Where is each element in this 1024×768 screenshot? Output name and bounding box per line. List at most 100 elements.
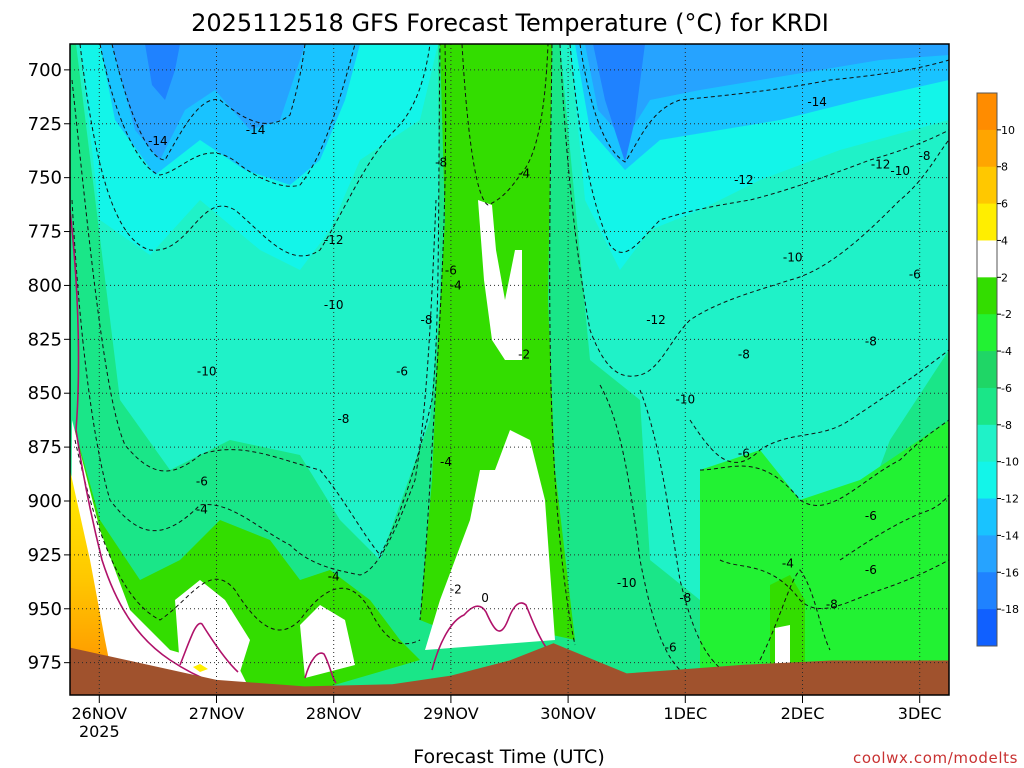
colorbar-swatch — [977, 572, 997, 610]
gridlines — [70, 44, 949, 695]
colorbar-swatch — [977, 277, 997, 315]
contour-label: -8 — [919, 149, 931, 163]
y-tick-label: 925 — [28, 545, 62, 566]
contour-label: -8 — [826, 597, 838, 611]
colorbar-label: 2 — [1001, 271, 1008, 284]
contour-label: -6 — [909, 268, 921, 282]
band-above-2-small — [193, 664, 208, 672]
x-tick-label: 30NOV — [540, 704, 596, 723]
colorbar-label: -2 — [1001, 308, 1012, 321]
contour-label: -4 — [450, 278, 462, 292]
terrain-surface — [70, 643, 949, 695]
contour-label: -4 — [328, 569, 340, 583]
x-tick-label: 29NOV — [423, 704, 479, 723]
colorbar-label: 6 — [1001, 198, 1008, 211]
colorbar-label: -16 — [1001, 566, 1019, 579]
colorbar-swatch — [977, 203, 997, 241]
colorbar-swatch — [977, 498, 997, 536]
contour-label: -10 — [783, 250, 803, 264]
contour-label: -10 — [617, 576, 637, 590]
contour-label: -6 — [665, 641, 677, 655]
band-minus-6-east — [700, 420, 949, 670]
y-tick-label: 825 — [28, 329, 62, 350]
zero-degree-lines — [70, 209, 549, 691]
chart-title: 2025112518 GFS Forecast Temperature (°C)… — [191, 9, 829, 37]
contour-label: -14 — [807, 95, 827, 109]
contour-label: -2 — [518, 347, 530, 361]
contour-label: -2 — [450, 582, 462, 596]
colorbar-swatch — [977, 314, 997, 352]
contour-label: -8 — [679, 591, 691, 605]
colorbar-label: -14 — [1001, 529, 1019, 542]
colorbar-label: -18 — [1001, 603, 1019, 616]
contour-label: -12 — [734, 173, 754, 187]
colorbar: 10 8 6 4 2 -2 -4 -6 -8 -10 -12 -14 -16 -18 — [976, 92, 1019, 647]
contour-label: -12 — [646, 313, 666, 327]
colorbar-swatch — [977, 240, 997, 278]
contour-label: -6 — [865, 563, 877, 577]
contour-label: -8 — [865, 334, 877, 348]
y-tick-label: 950 — [28, 599, 62, 620]
x-tick-label: 28NOV — [306, 704, 362, 723]
x-tick-label: 1DEC — [663, 704, 707, 723]
contour-label: -14 — [246, 123, 266, 137]
contour-label: -8 — [337, 412, 349, 426]
contour-label: -10 — [890, 164, 910, 178]
x-tick-label: 26NOV — [72, 704, 128, 723]
colorbar-swatch — [977, 609, 997, 647]
contour-labels: -14-14-12-10-10-8-8-6-6-4-4-8-6-4-4-20-4… — [148, 95, 930, 654]
y-tick-label: 725 — [28, 114, 62, 135]
contour-label: -8 — [435, 156, 447, 170]
temperature-shading — [70, 44, 949, 695]
colorbar-label: -4 — [1001, 345, 1012, 358]
y-tick-label: 800 — [28, 275, 62, 296]
y-axis: 700 725 750 775 800 825 850 875 900 925 950 975 — [28, 60, 70, 674]
colorbar-label: 4 — [1001, 234, 1008, 247]
contour-label: -4 — [196, 503, 208, 517]
colorbar-swatch — [977, 387, 997, 426]
colorbar-swatch — [977, 461, 997, 500]
y-tick-label: 775 — [28, 222, 62, 243]
contour-label: -6 — [196, 475, 208, 489]
contour-label: -14 — [148, 134, 168, 148]
band-above-freezing — [70, 200, 790, 690]
y-tick-label: 875 — [28, 437, 62, 458]
contour-label: -12 — [871, 158, 891, 172]
colorbar-swatch — [977, 129, 997, 168]
y-tick-label: 700 — [28, 60, 62, 81]
colorbar-label: -10 — [1001, 456, 1019, 469]
colorbar-label: 8 — [1001, 161, 1008, 174]
contour-label: -8 — [738, 347, 750, 361]
y-tick-label: 750 — [28, 168, 62, 189]
contour-label: -10 — [197, 365, 217, 379]
credit-link[interactable]: coolwx.com/modelts — [853, 749, 1018, 767]
x-tick-sublabel: 2025 — [79, 722, 120, 741]
colorbar-swatch — [977, 351, 997, 389]
contour-label: -4 — [782, 557, 794, 571]
colorbar-label: -8 — [1001, 419, 1012, 432]
contour-label: -6 — [865, 509, 877, 523]
contour-label: -4 — [518, 166, 530, 180]
colorbar-frame — [976, 92, 998, 647]
x-tick-label: 27NOV — [189, 704, 245, 723]
contour-label: -12 — [324, 233, 344, 247]
colorbar-swatch — [977, 166, 997, 205]
contour-label: 0 — [481, 591, 489, 605]
x-tick-label: 3DEC — [898, 704, 942, 723]
contour-label: -10 — [324, 298, 344, 312]
colorbar-label: -6 — [1001, 382, 1012, 395]
y-tick-label: 900 — [28, 491, 62, 512]
contour-label: -4 — [440, 455, 452, 469]
colorbar-swatch — [977, 535, 997, 573]
plot-frame — [69, 43, 950, 696]
band-above-2 — [70, 470, 110, 665]
colorbar-label: -12 — [1001, 493, 1019, 506]
colorbar-swatch — [977, 93, 997, 131]
contour-label: -10 — [675, 393, 695, 407]
contour-label: -6 — [738, 447, 750, 461]
contour-label: -8 — [420, 313, 432, 327]
colorbar-label: 10 — [1001, 124, 1015, 137]
x-axis-title: Forecast Time (UTC) — [413, 746, 604, 768]
